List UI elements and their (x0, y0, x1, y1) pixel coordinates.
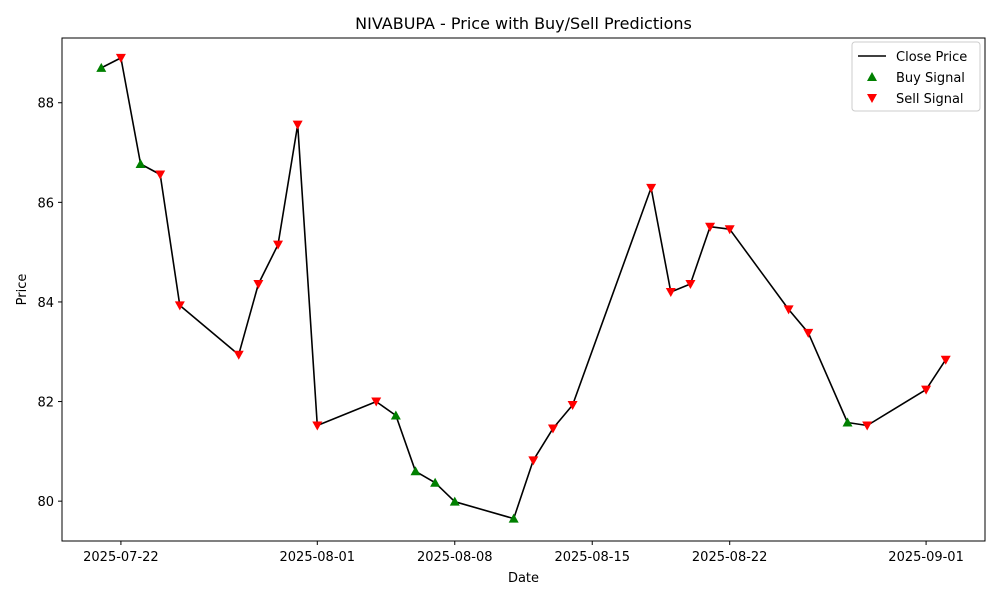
y-axis: 80 82 84 86 88 (37, 97, 62, 510)
sell-signal-marker (155, 170, 166, 180)
x-axis: 2025-07-22 2025-08-01 2025-08-08 2025-08-15… (83, 541, 964, 565)
buy-signal-marker (410, 466, 421, 476)
legend-box (851, 41, 981, 112)
y-tick-label: 82 (37, 396, 54, 411)
sell-signal-marker (312, 421, 323, 431)
y-axis-label: Price (15, 274, 30, 306)
legend: Close Price Buy Signal Sell Signal (851, 41, 981, 112)
signal-markers (96, 53, 951, 523)
plot-area (61, 37, 986, 542)
y-tick-label: 84 (37, 296, 54, 311)
x-axis-label: Date (508, 571, 539, 586)
sell-signal-marker (665, 287, 676, 297)
y-tick-label: 86 (37, 196, 54, 211)
sell-signal-marker (803, 328, 814, 338)
buy-signal-marker (390, 410, 401, 420)
buy-signal-marker (449, 496, 460, 506)
sell-signal-marker (940, 355, 951, 365)
sell-signal-marker (862, 421, 873, 431)
buy-signal-marker (508, 513, 519, 523)
sell-signal-marker (273, 240, 284, 250)
x-tick-label: 2025-08-22 (692, 550, 768, 565)
buy-signal-marker (430, 477, 441, 487)
close-price-legend-label: Close Price (896, 50, 967, 65)
sell-signal-marker (253, 280, 264, 290)
plot-frame (61, 37, 986, 542)
sell-signal-marker (646, 183, 657, 193)
sell-signal-marker (233, 350, 244, 360)
close-price-line (100, 57, 947, 520)
buy-signal-marker (842, 417, 853, 427)
chart-title: NIVABUPA - Price with Buy/Sell Predictio… (355, 14, 692, 33)
sell-signal-marker (724, 225, 735, 235)
buy-signal-marker (135, 158, 146, 168)
sell-signal-marker (115, 53, 126, 63)
y-tick-label: 88 (37, 97, 54, 112)
sell-signal-legend-label: Sell Signal (896, 92, 964, 107)
sell-signal-marker (292, 120, 303, 130)
x-tick-label: 2025-07-22 (83, 550, 159, 565)
sell-signal-marker (921, 385, 932, 395)
sell-signal-marker (528, 456, 539, 466)
sell-signal-marker (547, 424, 558, 434)
close-price-series (100, 57, 947, 520)
sell-signal-legend-icon (867, 94, 877, 103)
buy-signal-legend-icon (867, 72, 877, 81)
buy-signal-marker (96, 62, 107, 72)
sell-signal-marker (371, 397, 382, 407)
sell-signal-marker (174, 301, 185, 311)
y-tick-label: 80 (37, 495, 54, 510)
sell-signal-marker (685, 280, 696, 290)
sell-signal-marker (783, 305, 794, 315)
buy-signal-legend-label: Buy Signal (896, 71, 965, 86)
sell-signal-marker (567, 401, 578, 411)
x-tick-label: 2025-09-01 (888, 550, 964, 565)
x-tick-label: 2025-08-01 (280, 550, 356, 565)
x-tick-label: 2025-08-15 (554, 550, 630, 565)
sell-signal-marker (705, 222, 716, 232)
x-tick-label: 2025-08-08 (417, 550, 493, 565)
